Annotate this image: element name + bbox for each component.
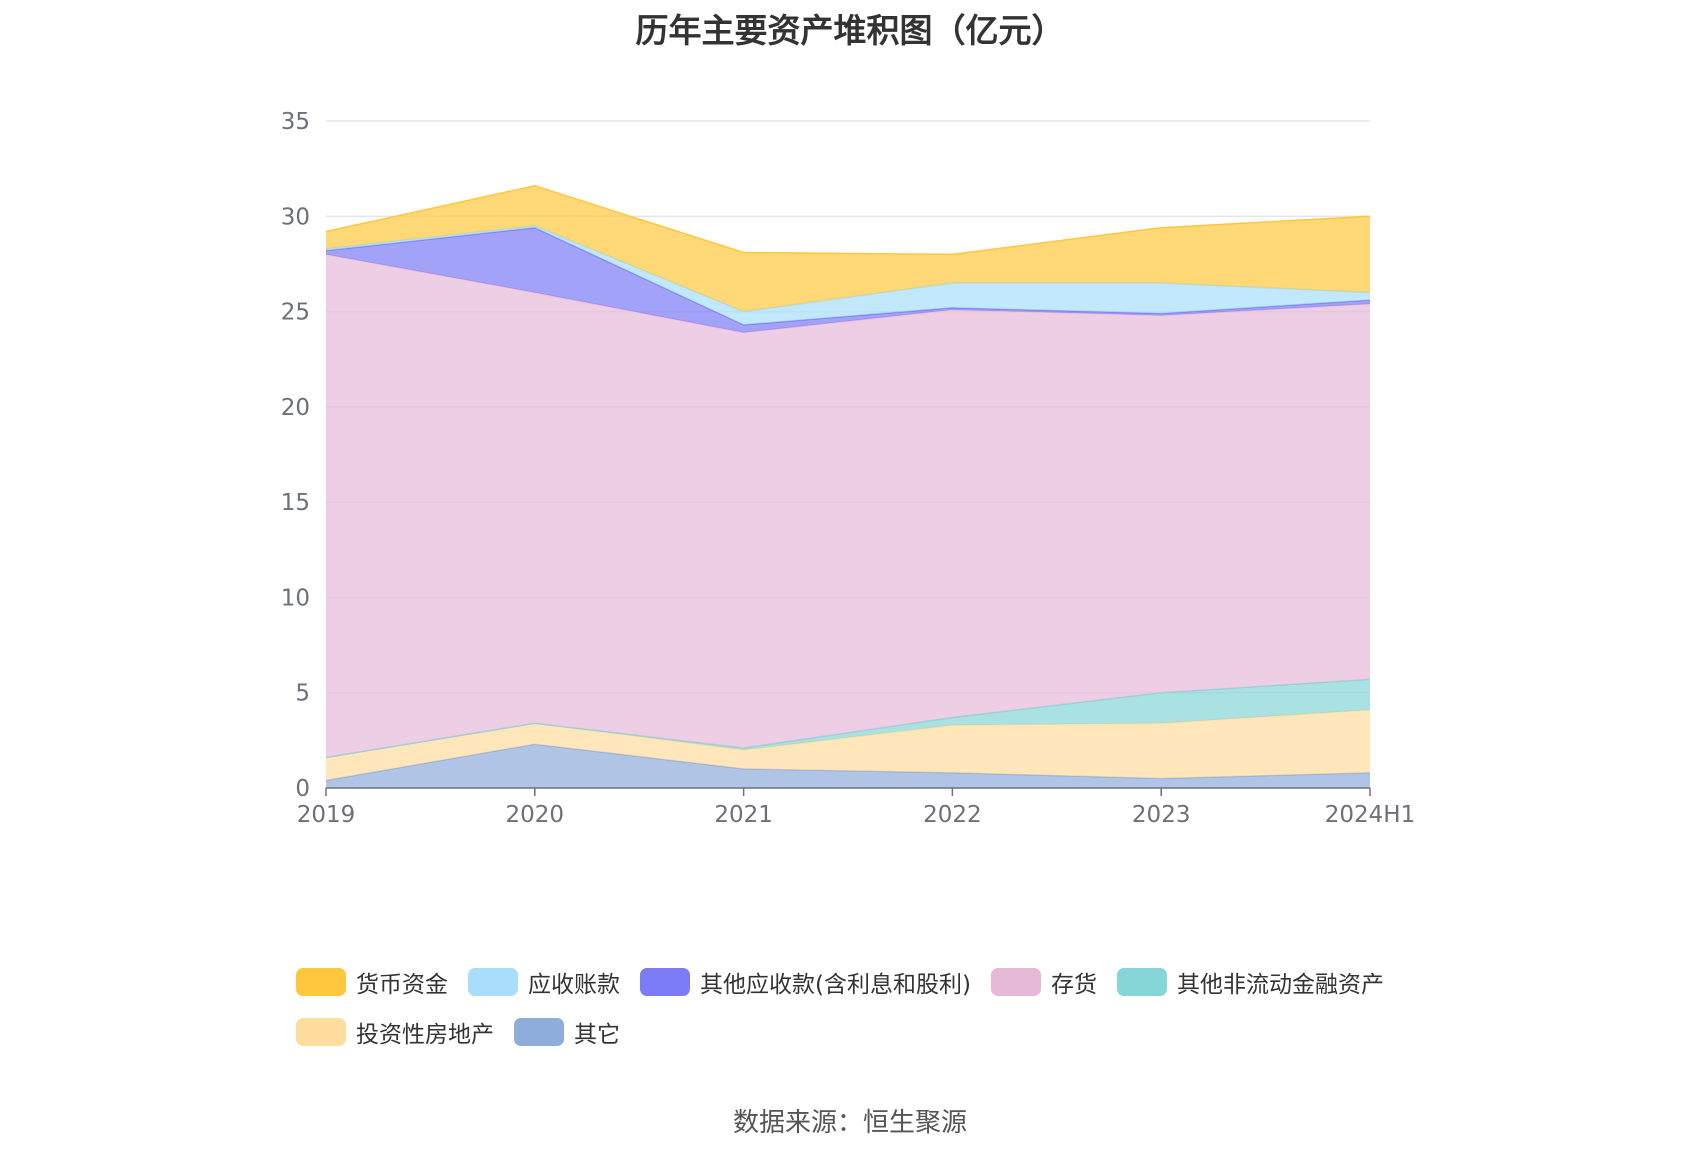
legend-swatch <box>640 968 690 996</box>
source-note: 数据来源：恒生聚源 <box>732 1108 967 1138</box>
legend-swatch <box>468 968 518 996</box>
legend-label: 其他应收款(含利息和股利) <box>700 972 971 998</box>
axes: 0 5 10 15 20 25 30 35 2019 2020 2021 2022 2023 2024H1 <box>281 109 1416 828</box>
x-tick-label: 2024H1 <box>1325 802 1415 828</box>
legend-row: 货币资金 应收账款 其他应收款(含利息和股利) 存货 其他非流动金融资产 <box>296 957 1446 1007</box>
chart-title: 历年主要资产堆积图（亿元） <box>635 11 1065 50</box>
y-tick-label: 15 <box>281 490 310 516</box>
y-tick-label: 5 <box>295 681 310 707</box>
legend-label: 其他非流动金融资产 <box>1176 972 1384 998</box>
y-tick-label: 30 <box>281 204 310 230</box>
legend-swatch <box>1116 968 1167 996</box>
area-series-1 <box>326 709 1370 781</box>
area-series-6 <box>326 185 1370 312</box>
legend-label: 其它 <box>574 1022 620 1048</box>
y-tick-label: 0 <box>295 776 310 802</box>
legend-swatch <box>990 968 1041 996</box>
y-tick-label: 25 <box>281 300 310 326</box>
legend-label: 存货 <box>1050 972 1097 998</box>
legend: 货币资金 应收账款 其他应收款(含利息和股利) 存货 其他非流动金融资产投资性房地产 其它 <box>296 957 1446 1057</box>
legend-label: 货币资金 <box>356 972 448 998</box>
legend-item[interactable]: 其他非流动金融资产 <box>1116 965 1384 999</box>
legend-item[interactable]: 货币资金 <box>296 965 448 999</box>
legend-row: 投资性房地产 其它 <box>296 1007 1446 1057</box>
stacked-area-chart: 0 5 10 15 20 25 30 35 2019 2020 2021 2022 2023 2024H1 <box>281 109 1416 828</box>
legend-item[interactable]: 应收账款 <box>468 965 620 999</box>
legend-item[interactable]: 其它 <box>514 1015 620 1049</box>
area-series-0 <box>326 744 1370 788</box>
x-tick-label: 2022 <box>923 802 982 828</box>
legend-item[interactable]: 其他应收款(含利息和股利) <box>640 965 971 999</box>
legend-swatch <box>514 1018 564 1046</box>
x-tick-label: 2020 <box>506 802 565 828</box>
x-tick-label: 2021 <box>714 802 773 828</box>
area-series-3 <box>326 254 1370 758</box>
y-tick-label: 20 <box>281 395 310 421</box>
legend-item[interactable]: 投资性房地产 <box>296 1015 494 1049</box>
legend-swatch <box>296 968 346 996</box>
area-series <box>325 185 1371 788</box>
series-top-line-6 <box>325 185 1371 256</box>
x-tick-label: 2019 <box>297 802 356 828</box>
legend-swatch <box>296 1018 346 1046</box>
y-tick-label: 35 <box>281 109 310 135</box>
y-tick-label: 10 <box>281 585 310 611</box>
x-tick-label: 2023 <box>1132 802 1191 828</box>
legend-label: 投资性房地产 <box>356 1022 494 1048</box>
legend-label: 应收账款 <box>528 972 620 998</box>
area-series-5 <box>326 225 1370 325</box>
area-series-4 <box>326 227 1370 333</box>
legend-item[interactable]: 存货 <box>990 965 1097 999</box>
